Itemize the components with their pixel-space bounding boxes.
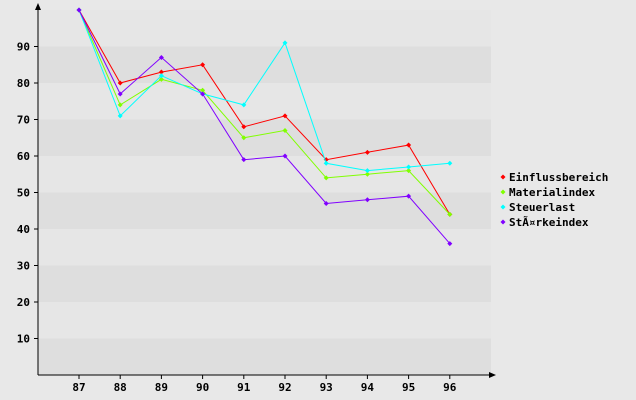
grid-band (38, 265, 491, 302)
series-3 (76, 7, 453, 247)
series-lines (76, 7, 453, 247)
y-axis-arrow (35, 3, 41, 10)
y-tick-label: 70 (17, 114, 30, 127)
data-point (364, 149, 370, 155)
y-tick-label: 10 (17, 333, 30, 346)
x-tick-label: 93 (320, 381, 333, 394)
y-tick-label: 20 (17, 296, 30, 309)
x-axis-arrow (489, 372, 496, 378)
data-point (76, 7, 82, 13)
data-point (447, 241, 453, 247)
data-point (406, 193, 412, 199)
x-tick-label: 92 (278, 381, 291, 394)
data-point (117, 91, 123, 97)
data-point (158, 73, 164, 79)
data-point (406, 164, 412, 170)
data-point (447, 211, 453, 217)
grid-band (38, 192, 491, 229)
y-tick-label: 90 (17, 41, 30, 54)
x-tick-label: 87 (72, 381, 85, 394)
legend-item: Einflussbereich (500, 171, 608, 184)
grid-band (38, 229, 491, 266)
grid-band (38, 46, 491, 83)
x-tick-label: 91 (237, 381, 251, 394)
x-tick-label: 88 (114, 381, 127, 394)
legend-label: StÃ¤rkeindex (509, 216, 589, 229)
y-tick-label: 80 (17, 77, 30, 90)
legend-item: Steuerlast (500, 201, 575, 214)
series-line (78, 9, 451, 215)
x-tick-label: 96 (443, 381, 457, 394)
legend-item: Materialindex (500, 186, 595, 199)
data-point (241, 135, 247, 141)
x-tick-label: 89 (155, 381, 168, 394)
data-point (364, 171, 370, 177)
x-tick-label: 90 (196, 381, 209, 394)
plot-background (38, 10, 491, 375)
y-tick-label: 30 (17, 260, 30, 273)
axes (35, 3, 496, 378)
grid-band (38, 302, 491, 339)
data-point (117, 80, 123, 86)
y-axis-ticks: 10 20 30 40 50 60 70 80 90 (17, 41, 38, 346)
legend-label: Steuerlast (509, 201, 575, 214)
grid-band (38, 83, 491, 120)
legend-label: Materialindex (509, 186, 595, 199)
y-tick-label: 50 (17, 187, 30, 200)
legend-item: StÃ¤rkeindex (500, 216, 589, 229)
data-point (158, 76, 164, 82)
legend-marker (500, 174, 506, 180)
data-point (117, 113, 123, 119)
data-point (241, 102, 247, 108)
data-point (282, 153, 288, 159)
y-tick-label: 60 (17, 150, 30, 163)
data-point (323, 200, 329, 206)
legend-marker (500, 219, 506, 225)
data-point (323, 175, 329, 181)
series-line (78, 9, 451, 244)
x-tick-label: 95 (402, 381, 415, 394)
data-point (406, 142, 412, 148)
legend-label: Einflussbereich (509, 171, 608, 184)
legend: Einflussbereich Materialindex Steuerlast St… (500, 171, 608, 229)
grid-band (38, 338, 491, 375)
data-point (282, 40, 288, 46)
data-point (282, 113, 288, 119)
legend-marker (500, 189, 506, 195)
y-tick-label: 40 (17, 223, 30, 236)
data-point (117, 102, 123, 108)
series-line (78, 9, 451, 215)
data-point (200, 87, 206, 93)
x-tick-label: 94 (361, 381, 375, 394)
data-point (323, 160, 329, 166)
data-point (241, 157, 247, 163)
data-point (158, 54, 164, 60)
grid-band (38, 119, 491, 156)
data-point (364, 168, 370, 174)
data-point (158, 69, 164, 75)
data-point (282, 127, 288, 133)
data-point (200, 91, 206, 97)
data-point (447, 160, 453, 166)
data-point (406, 168, 412, 174)
series-line (78, 9, 450, 172)
grid-band (38, 10, 491, 47)
legend-marker (500, 204, 506, 210)
data-point (200, 62, 206, 68)
grid-band (38, 156, 491, 193)
data-point (364, 197, 370, 203)
data-point (241, 124, 247, 130)
x-axis-ticks: 87 88 89 90 91 92 93 94 95 96 (72, 375, 457, 394)
